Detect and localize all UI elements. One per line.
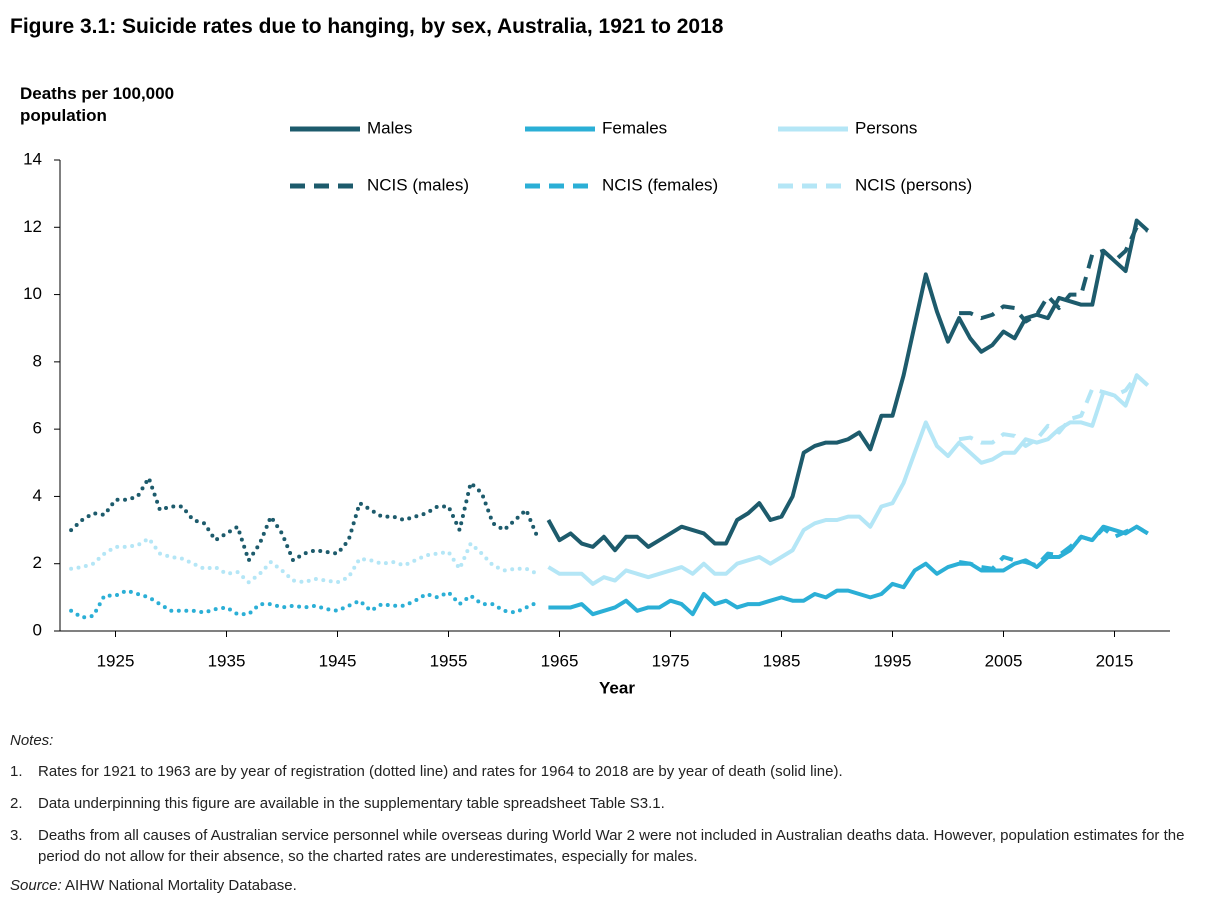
x-axis-title: Year [599, 678, 635, 697]
series-line [546, 218, 1150, 553]
x-tick-label: 1925 [97, 651, 135, 670]
y-axis-title: Deaths per 100,000 population [20, 84, 175, 125]
y-tick-label: 2 [33, 553, 42, 572]
note-item: 3. Deaths from all causes of Australian s… [10, 825, 1210, 867]
source: Source: AIHW National Mortality Database… [10, 877, 297, 894]
x-tick-label: 1995 [874, 651, 912, 670]
note-item: 2. Data underpinning this figure are avai… [10, 793, 1210, 814]
series-line-dotted [69, 536, 540, 585]
note-number: 3. [10, 827, 23, 844]
series-line-dotted [69, 475, 540, 563]
x-tick-label: 1985 [763, 651, 801, 670]
y-tick-label: 8 [33, 351, 42, 370]
legend-label: NCIS (persons) [855, 175, 972, 194]
series-line [548, 524, 1149, 617]
y-tick-label: 10 [23, 284, 42, 303]
note-number: 2. [10, 795, 23, 812]
chart: 0 2 4 6 8 10 12 14 1925 1935 1945 1955 1965 1975 1985 1… [23, 118, 1170, 697]
notes: Notes: 1. Rates for 1921 to 1963 are by y… [10, 732, 1210, 878]
y-tick-label: 4 [33, 486, 42, 505]
series-line-dashed [958, 373, 1150, 448]
chart-title: Figure 3.1: Suicide rates due to hanging… [10, 15, 724, 38]
note-text: Rates for 1921 to 1963 are by year of re… [38, 763, 843, 780]
source-text: AIHW National Mortality Database. [65, 877, 297, 894]
x-tick-label: 1965 [541, 651, 579, 670]
x-tick-label: 1955 [430, 651, 468, 670]
legend-label: NCIS (females) [602, 175, 718, 194]
x-tick-label: 2005 [985, 651, 1023, 670]
y-tick-label: 0 [33, 620, 42, 639]
x-tick-label: 1935 [208, 651, 246, 670]
x-tick-label: 1975 [652, 651, 690, 670]
y-tick-label: 6 [33, 419, 42, 438]
series-line-dashed [959, 225, 1149, 324]
source-label: Source: [10, 877, 62, 894]
note-item: 1. Rates for 1921 to 1963 are by year of … [10, 761, 1210, 782]
legend-label: Persons [855, 118, 917, 137]
note-number: 1. [10, 763, 23, 780]
y-tick-label: 12 [23, 217, 42, 236]
note-list: 1. Rates for 1921 to 1963 are by year of … [10, 761, 1210, 867]
legend-label: Males [367, 118, 412, 137]
series-line-dashed [958, 524, 1149, 571]
y-tick-label: 14 [23, 149, 42, 168]
x-tick-label: 2015 [1096, 651, 1134, 670]
notes-title: Notes: [10, 732, 54, 749]
note-text: Data underpinning this figure are availa… [38, 795, 665, 812]
legend-label: NCIS (males) [367, 175, 469, 194]
legend-label: Females [602, 118, 667, 137]
note-text: Deaths from all causes of Australian ser… [38, 827, 1185, 865]
series-line [547, 373, 1150, 586]
x-tick-label: 1945 [319, 651, 357, 670]
series-line-dotted [69, 588, 540, 620]
